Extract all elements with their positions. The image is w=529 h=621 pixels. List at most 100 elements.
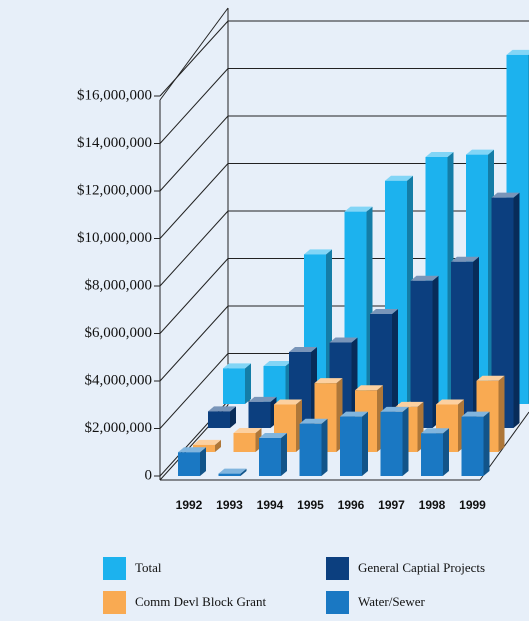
bar-top bbox=[178, 447, 206, 453]
y-tick-label: $12,000,000 bbox=[77, 182, 152, 198]
bar-top bbox=[218, 468, 247, 474]
bar-top bbox=[461, 411, 490, 417]
bar-front bbox=[491, 197, 514, 428]
bar bbox=[340, 411, 368, 476]
grid-line bbox=[159, 68, 229, 144]
bar bbox=[178, 447, 206, 476]
bar-side bbox=[443, 428, 449, 476]
y-tick-label: $8,000,000 bbox=[85, 277, 153, 293]
y-tick-label: $14,000,000 bbox=[77, 135, 152, 151]
bar-top bbox=[370, 309, 398, 314]
bar-top bbox=[299, 418, 328, 424]
bar bbox=[259, 433, 287, 476]
legend-swatch bbox=[326, 557, 349, 580]
bar-top bbox=[385, 175, 413, 181]
bar-front bbox=[223, 368, 245, 404]
bar-front bbox=[259, 438, 281, 476]
bar-front bbox=[380, 411, 403, 476]
legend-swatch bbox=[103, 591, 126, 614]
bar bbox=[461, 411, 490, 476]
bar-top bbox=[233, 428, 262, 433]
bar bbox=[248, 396, 277, 428]
bar-top bbox=[395, 401, 424, 407]
bar-top bbox=[208, 406, 236, 412]
grid-line bbox=[159, 305, 229, 382]
bar-side bbox=[432, 275, 439, 428]
x-tick-label: 1995 bbox=[297, 498, 324, 512]
bar bbox=[208, 406, 236, 428]
bar-top bbox=[425, 152, 454, 157]
bar-top bbox=[314, 378, 343, 384]
bar-front bbox=[248, 401, 271, 428]
grid-line bbox=[159, 163, 229, 239]
bar-front bbox=[263, 366, 286, 404]
bar-front bbox=[461, 416, 484, 476]
x-tick-label: 1994 bbox=[257, 498, 284, 512]
bar-top bbox=[193, 439, 221, 445]
bar-top bbox=[344, 206, 373, 212]
bar-top bbox=[340, 411, 368, 417]
y-tick-label: $4,000,000 bbox=[85, 372, 153, 388]
x-tick-label: 1996 bbox=[338, 498, 365, 512]
grid-line bbox=[159, 210, 229, 287]
bar-front bbox=[421, 433, 443, 476]
bar-front bbox=[218, 473, 241, 476]
bar-top bbox=[223, 363, 251, 369]
bar bbox=[299, 418, 328, 476]
bar-top bbox=[436, 399, 464, 405]
bar-side bbox=[240, 468, 247, 476]
x-tick-label: 1997 bbox=[378, 498, 405, 512]
bar-side bbox=[513, 192, 520, 428]
bar-front bbox=[233, 433, 256, 452]
legend-label: Comm Devl Block Grant bbox=[135, 594, 266, 609]
bar-side bbox=[321, 418, 328, 476]
bar-top bbox=[304, 249, 332, 255]
y-tick-label: $10,000,000 bbox=[77, 230, 152, 246]
grid-line bbox=[159, 353, 229, 429]
bar-top bbox=[380, 406, 409, 412]
bar-top bbox=[259, 433, 287, 438]
bar-top bbox=[289, 347, 317, 352]
bar bbox=[410, 275, 439, 428]
bar-front bbox=[410, 280, 433, 428]
legend-label: Water/Sewer bbox=[358, 594, 425, 609]
bar-side bbox=[200, 447, 206, 476]
grid-line bbox=[159, 20, 229, 97]
bar-top bbox=[451, 256, 479, 262]
bar-side bbox=[230, 406, 236, 428]
x-tick-label: 1998 bbox=[419, 498, 446, 512]
bar-front bbox=[299, 423, 322, 476]
bar-side bbox=[362, 411, 368, 476]
bar-side bbox=[281, 433, 287, 476]
legend-label: General Captial Projects bbox=[358, 560, 485, 575]
bar-top bbox=[410, 275, 439, 281]
bar-front bbox=[208, 411, 230, 428]
bar bbox=[421, 428, 449, 476]
y-tick-label: $6,000,000 bbox=[85, 325, 153, 341]
bar-top bbox=[491, 192, 520, 198]
y-tick-label: 0 bbox=[145, 467, 153, 483]
bar-top bbox=[263, 361, 292, 366]
bar-top bbox=[355, 385, 383, 391]
bar-front bbox=[340, 416, 362, 476]
bar-top bbox=[274, 399, 302, 405]
y-tick-label: $2,000,000 bbox=[85, 420, 153, 436]
grid-line bbox=[159, 258, 229, 334]
bar bbox=[491, 192, 520, 428]
bar-side bbox=[483, 411, 490, 476]
bar-top bbox=[329, 337, 358, 343]
bar-top bbox=[248, 396, 277, 402]
bar bbox=[380, 406, 409, 476]
bar bbox=[223, 363, 251, 404]
legend-label: Total bbox=[135, 560, 162, 575]
x-tick-label: 1993 bbox=[216, 498, 243, 512]
bar-top bbox=[476, 375, 505, 381]
bar-top bbox=[466, 149, 494, 155]
bar-front bbox=[178, 452, 200, 476]
bar-side bbox=[245, 363, 251, 404]
x-tick-label: 1999 bbox=[459, 498, 486, 512]
bar-side bbox=[402, 406, 409, 476]
bar-top bbox=[506, 49, 529, 55]
bar-side bbox=[392, 309, 398, 428]
